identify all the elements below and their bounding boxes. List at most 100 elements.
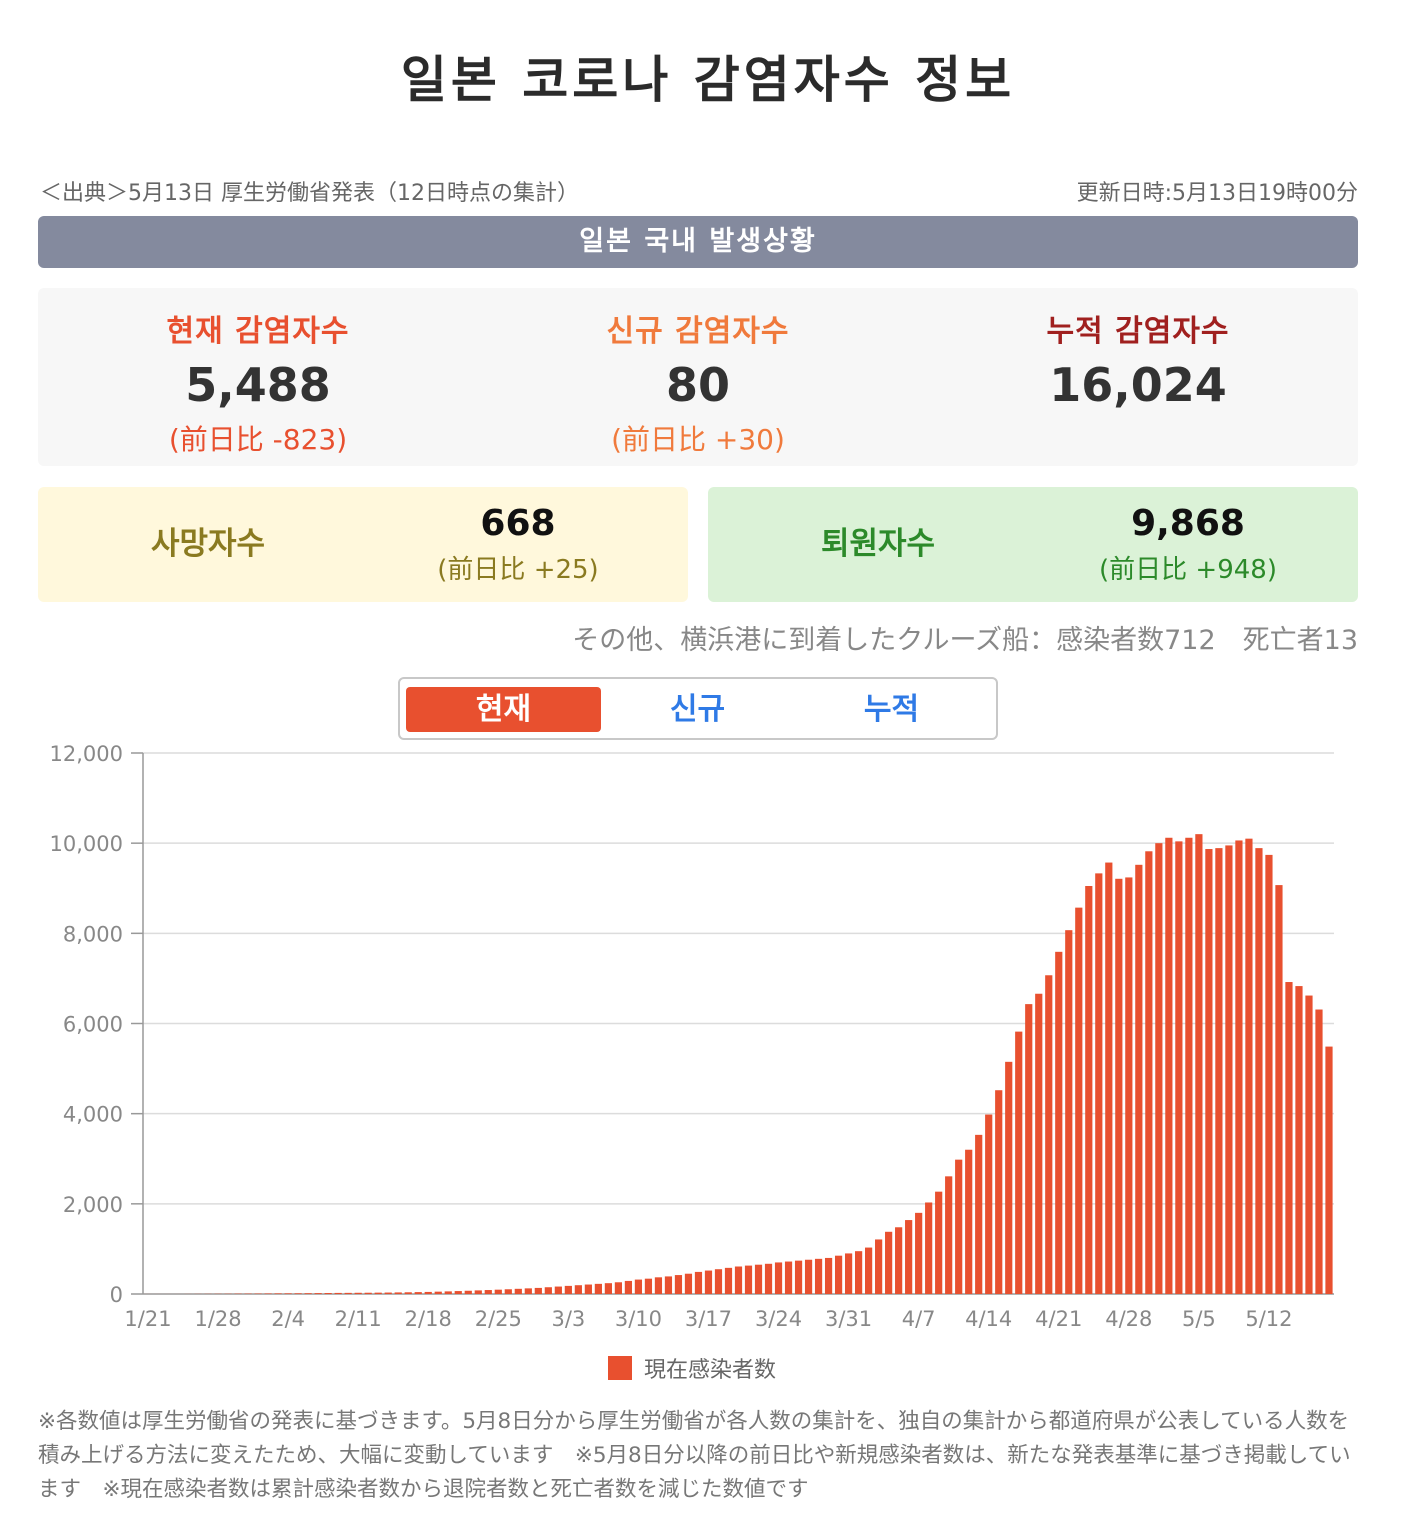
bar (865, 1247, 873, 1294)
bar (1185, 837, 1193, 1294)
bar (1125, 877, 1133, 1294)
x-tick-label: 5/5 (1182, 1307, 1216, 1331)
bar (474, 1290, 482, 1294)
updated-timestamp: 更新日時:5月13日19時00分 (1076, 181, 1358, 206)
page-title: 일본 코로나 감염자수 정보 (400, 51, 1016, 109)
recovered-value: 9,868 (1131, 503, 1245, 544)
bar (1145, 851, 1153, 1294)
bar (434, 1291, 442, 1294)
bar (324, 1293, 332, 1294)
recovered-label: 퇴원자수 (820, 526, 936, 562)
bar (814, 1258, 823, 1294)
x-tick-label: 2/25 (475, 1307, 522, 1331)
bar (995, 1090, 1003, 1294)
new-infections-stat: 신규 감염자수 80 (前日比 +30) (478, 306, 918, 458)
bar (1085, 885, 1093, 1294)
y-tick-label: 4,000 (63, 1103, 123, 1127)
new-infections-diff: (前日比 +30) (611, 423, 785, 456)
bar (574, 1285, 582, 1294)
deaths-diff: (前日比 +25) (437, 555, 599, 585)
deaths-label: 사망자수 (150, 526, 266, 562)
tab-new[interactable]: 신규 (669, 692, 726, 727)
bar (1205, 849, 1213, 1294)
bar (774, 1262, 783, 1294)
bar (1025, 1004, 1033, 1294)
bar (1115, 878, 1123, 1294)
bar (1095, 873, 1103, 1294)
bar (945, 1176, 953, 1294)
tab-current[interactable]: 현재 (406, 687, 601, 732)
bar (714, 1269, 723, 1294)
bar (454, 1291, 462, 1294)
x-tick-label: 3/17 (685, 1307, 732, 1331)
bar (1275, 885, 1283, 1294)
bar (935, 1191, 943, 1294)
bar (1175, 841, 1183, 1294)
bar (624, 1280, 633, 1294)
bar (734, 1266, 743, 1294)
bar (1235, 840, 1243, 1294)
bar (1165, 837, 1173, 1294)
x-tick-label: 3/10 (615, 1307, 662, 1331)
bar (654, 1277, 663, 1294)
bar (744, 1265, 753, 1294)
bar (794, 1260, 803, 1294)
cumulative-infections-stat: 누적 감염자수 16,024 (918, 306, 1358, 412)
current-infections-diff: (前日比 -823) (168, 423, 348, 456)
x-tick-label: 1/21 (124, 1307, 171, 1331)
bar (604, 1283, 612, 1294)
bar (1295, 986, 1303, 1294)
bar (634, 1279, 643, 1294)
bar (394, 1292, 402, 1294)
bar (724, 1267, 733, 1294)
bar (354, 1292, 362, 1294)
bar (284, 1293, 292, 1294)
bar (414, 1292, 422, 1294)
bar (264, 1293, 272, 1294)
bar (915, 1212, 923, 1294)
bar (314, 1293, 322, 1294)
bar (504, 1289, 512, 1294)
x-tick-label: 2/11 (335, 1307, 382, 1331)
x-tick-label: 4/7 (902, 1307, 936, 1331)
bar (614, 1282, 623, 1294)
bar (684, 1273, 693, 1294)
bar (1285, 982, 1293, 1294)
bar (1265, 854, 1273, 1294)
y-tick-label: 10,000 (50, 832, 123, 856)
bar (905, 1220, 913, 1294)
bar (1075, 907, 1083, 1294)
deaths-value: 668 (480, 503, 556, 544)
bar (694, 1271, 703, 1294)
x-tick-label: 3/31 (825, 1307, 872, 1331)
bar (895, 1227, 903, 1294)
bar (494, 1289, 502, 1294)
bar (374, 1292, 382, 1294)
bar (1245, 838, 1253, 1294)
x-tick-label: 3/3 (551, 1307, 585, 1331)
bar (1005, 1061, 1013, 1294)
bar (704, 1270, 713, 1294)
legend-label: 現在感染者数 (644, 1358, 777, 1383)
bar (444, 1291, 452, 1294)
section-header: 일본 국내 발생상황 (38, 216, 1358, 268)
tab-cumulative[interactable]: 누적 (863, 692, 920, 727)
bar (885, 1231, 893, 1294)
bar (564, 1285, 572, 1294)
bar (1315, 1009, 1323, 1294)
bar (554, 1286, 562, 1294)
bar (514, 1288, 522, 1294)
bar (875, 1239, 883, 1294)
bar (965, 1149, 973, 1294)
x-tick-label: 2/18 (405, 1307, 452, 1331)
bar (1325, 1046, 1333, 1294)
x-tick-label: 4/21 (1035, 1307, 1082, 1331)
bar (544, 1287, 552, 1294)
bar (424, 1291, 432, 1294)
bar (584, 1284, 592, 1294)
bar (364, 1292, 372, 1294)
legend-swatch (608, 1356, 632, 1380)
bar (804, 1259, 813, 1294)
y-tick-label: 12,000 (50, 742, 123, 766)
bar (404, 1292, 412, 1294)
